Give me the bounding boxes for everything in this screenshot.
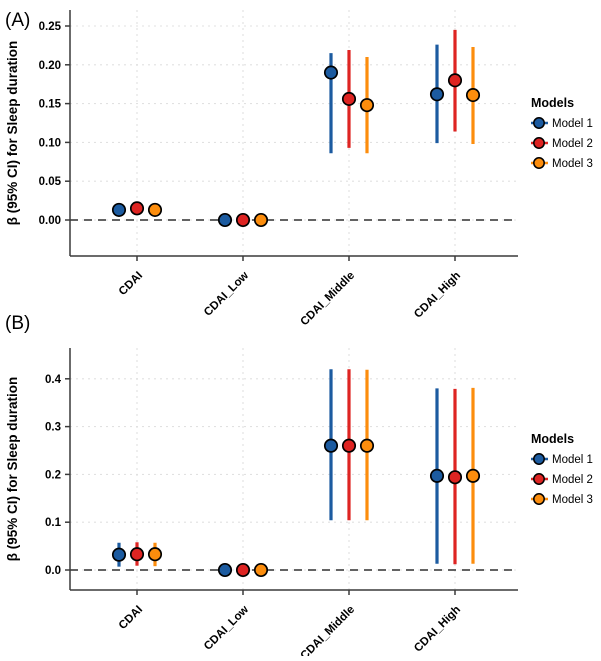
legend-title: Models <box>531 432 574 446</box>
category-label: CDAI <box>117 270 145 298</box>
legend-key-point <box>533 117 545 129</box>
data-point <box>253 212 269 228</box>
legend-key-point <box>533 493 545 505</box>
data-point <box>447 73 463 88</box>
data-point <box>359 98 375 113</box>
y-tick-label: 0.20 <box>39 60 61 72</box>
legend-label: Model 3 <box>552 494 593 506</box>
data-point <box>323 438 339 453</box>
data-point <box>447 470 463 485</box>
legend-key-point <box>533 473 545 485</box>
data-point <box>129 547 145 562</box>
data-point <box>217 212 233 228</box>
category-label: CDAI_Middle <box>298 604 357 656</box>
y-tick-label: 0.2 <box>45 469 61 481</box>
category-label: CDAI_Low <box>202 604 251 653</box>
data-point <box>235 562 251 578</box>
legend-label: Model 2 <box>552 474 593 486</box>
y-tick-label: 0.15 <box>39 99 62 111</box>
data-point <box>235 212 251 228</box>
data-point <box>111 202 127 217</box>
category-label: CDAI_High <box>412 604 463 655</box>
category-label: CDAI <box>117 604 145 632</box>
y-axis-label: β (95% CI) for Sleep duration <box>5 41 20 226</box>
y-tick-label: 0.3 <box>45 422 61 434</box>
data-point <box>129 201 145 216</box>
data-point <box>253 562 269 578</box>
category-label: CDAI_High <box>412 270 463 321</box>
data-point <box>147 202 163 217</box>
data-point <box>147 547 163 562</box>
y-axis-label: β (95% CI) for Sleep duration <box>5 377 20 562</box>
legend-key-point <box>533 137 545 149</box>
category-label: CDAI_Low <box>202 270 251 319</box>
data-point <box>217 562 233 578</box>
data-point <box>359 438 375 453</box>
y-tick-label: 0.25 <box>39 21 62 33</box>
data-point <box>429 468 445 483</box>
data-point <box>429 87 445 102</box>
legend-label: Model 1 <box>552 454 593 466</box>
legend-label: Model 2 <box>552 138 593 150</box>
legend-title: Models <box>531 96 574 110</box>
data-point <box>323 65 339 80</box>
data-point <box>341 91 357 106</box>
panel-label: (B) <box>5 313 30 334</box>
y-tick-label: 0.10 <box>39 137 61 149</box>
data-point <box>465 468 481 483</box>
y-tick-label: 0.4 <box>45 374 62 386</box>
legend-label: Model 3 <box>552 158 593 170</box>
category-label: CDAI_Middle <box>298 270 357 329</box>
y-tick-label: 0.0 <box>45 565 61 577</box>
y-tick-label: 0.05 <box>39 176 62 188</box>
data-point <box>465 88 481 103</box>
legend-key-point <box>533 157 545 169</box>
data-point <box>341 438 357 453</box>
data-point <box>111 547 127 562</box>
legend-label: Model 1 <box>552 118 593 130</box>
legend-key-point <box>533 453 545 465</box>
panel-label: (A) <box>5 10 30 31</box>
y-tick-label: 0.1 <box>45 517 62 529</box>
y-tick-label: 0.00 <box>39 215 61 227</box>
